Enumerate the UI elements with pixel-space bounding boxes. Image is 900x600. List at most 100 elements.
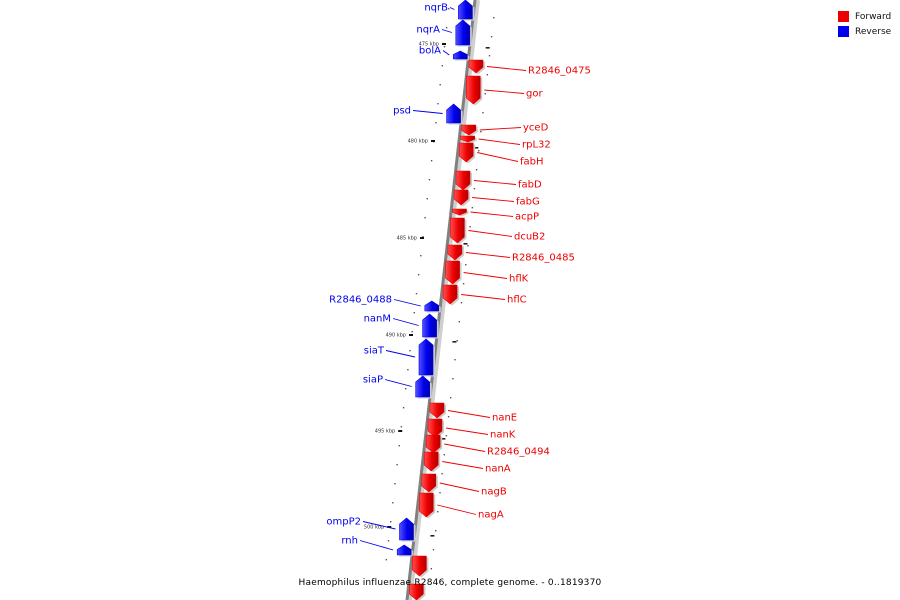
scale-dash <box>474 147 479 149</box>
gene-psd[interactable]: psd <box>393 103 463 125</box>
scale-dot <box>443 454 445 456</box>
scale-dot <box>480 131 482 133</box>
gene-nanA[interactable]: nanA <box>423 451 511 475</box>
scale-dot <box>394 483 396 485</box>
gene-dcuB2[interactable]: dcuB2 <box>450 217 545 245</box>
gene-gor[interactable]: gor <box>465 75 543 106</box>
gene-hflK[interactable]: hflK <box>445 260 529 286</box>
scale-dot <box>454 359 456 361</box>
gene-nanE[interactable]: nanE <box>429 402 517 424</box>
scale-dot <box>441 65 443 67</box>
gene-leader-line <box>437 504 477 515</box>
gene-leader-line <box>472 197 515 202</box>
gene-label: nanA <box>485 464 511 475</box>
tick-label: 485 kbp <box>397 236 417 242</box>
tick-mark <box>387 526 392 528</box>
gene-arrow <box>460 135 476 143</box>
scale-dot <box>398 445 400 447</box>
gene-leader-line <box>449 7 455 10</box>
gene-partial-forward <box>412 555 429 578</box>
gene-nanM[interactable]: nanM <box>364 314 439 339</box>
gene-hflC[interactable]: hflC <box>442 284 527 306</box>
scale-dot <box>387 540 390 542</box>
gene-siaT[interactable]: siaT <box>364 338 435 377</box>
gene-arrow <box>396 544 412 556</box>
gene-arrow <box>458 0 473 20</box>
gene-nqrA[interactable]: nqrA <box>416 19 472 47</box>
scale-dot <box>486 74 488 76</box>
scale-dot <box>456 340 458 342</box>
gene-label: ompP2 <box>326 517 361 528</box>
genome-backbone <box>405 0 477 600</box>
legend-reverse-label: Reverse <box>855 26 892 37</box>
legend-item-reverse: Reverse <box>838 24 891 39</box>
gene-leader-line <box>479 127 522 131</box>
gene-R2846_0485[interactable]: R2846_0485 <box>447 244 575 264</box>
scale-dot <box>407 369 409 371</box>
gene-nqrB[interactable]: nqrB <box>424 0 475 21</box>
gene-bolA[interactable]: bolA <box>419 46 470 61</box>
gene-ompP2[interactable]: ompP2 <box>326 517 416 542</box>
scale-dot <box>428 179 431 181</box>
tick-mark <box>431 140 435 142</box>
scale-dot <box>469 226 471 228</box>
gene-arrow <box>399 517 414 541</box>
gene-nagA[interactable]: nagA <box>418 492 504 521</box>
gene-siaP[interactable]: siaP <box>363 375 432 399</box>
scale-dot <box>488 55 491 57</box>
gene-arrow <box>455 170 471 191</box>
gene-yceD[interactable]: yceD <box>461 123 549 137</box>
gene-fabH[interactable]: fabH <box>458 142 544 168</box>
gene-arrow <box>415 375 431 398</box>
scale-dot <box>458 321 460 323</box>
gene-label: nanE <box>492 413 517 424</box>
gene-leader-line <box>486 66 527 71</box>
scale-dot <box>493 17 495 19</box>
gene-rpL32[interactable]: rpL32 <box>460 135 551 151</box>
legend-item-forward: Forward <box>838 9 891 24</box>
scale-dot <box>435 122 437 124</box>
scale-dot <box>405 388 407 390</box>
gene-rnh[interactable]: rnh <box>341 536 414 557</box>
scale-dot <box>435 530 437 532</box>
gene-label: siaT <box>364 346 385 357</box>
gene-label: nanK <box>490 430 516 441</box>
gene-arrow <box>447 244 463 261</box>
gene-label: R2846_0494 <box>487 447 550 458</box>
scale-dash <box>452 341 457 343</box>
scale-dash <box>485 47 490 49</box>
gene-arrow <box>465 75 481 105</box>
gene-nagB[interactable]: nagB <box>421 473 507 498</box>
tick-label: 500 kbp <box>364 525 384 531</box>
gene-arrow <box>424 300 440 312</box>
gene-label: acpP <box>515 212 539 223</box>
gene-arrow <box>423 451 439 472</box>
gene-leader-line <box>447 410 491 418</box>
gene-label: gor <box>526 89 543 100</box>
gene-leader-line <box>463 272 508 279</box>
scale-dot <box>447 416 450 418</box>
gene-nanK[interactable]: nanK <box>427 418 516 441</box>
gene-R2846_0488[interactable]: R2846_0488 <box>329 295 441 313</box>
scale-dot <box>452 378 454 380</box>
gene-leader-line <box>439 482 480 492</box>
gene-label: rnh <box>341 536 358 547</box>
scale-dot <box>392 502 394 504</box>
gene-fabG[interactable]: fabG <box>453 189 540 208</box>
gene-arrow <box>429 402 445 419</box>
scale-dash <box>463 243 468 245</box>
gene-leader-line <box>477 152 519 162</box>
scale-ticks: 475 kbp 480 kbp 485 kbp 490 kbp 495 kbp 500 k… <box>364 42 446 531</box>
gene-label: yceD <box>523 123 549 134</box>
tick-label: 475 kbp <box>419 42 439 48</box>
scale-dot <box>430 160 433 162</box>
gene-arrow <box>468 59 484 74</box>
gene-leader-line <box>473 180 517 185</box>
gene-arrow <box>455 19 471 46</box>
gene-label: nqrA <box>416 25 440 36</box>
scale-dot <box>445 435 448 437</box>
gene-R2846_0475[interactable]: R2846_0475 <box>468 59 591 77</box>
gene-fabD[interactable]: fabD <box>455 170 542 192</box>
gene-R2846_0494[interactable]: R2846_0494 <box>425 434 550 458</box>
gene-acpP[interactable]: acpP <box>452 208 540 223</box>
